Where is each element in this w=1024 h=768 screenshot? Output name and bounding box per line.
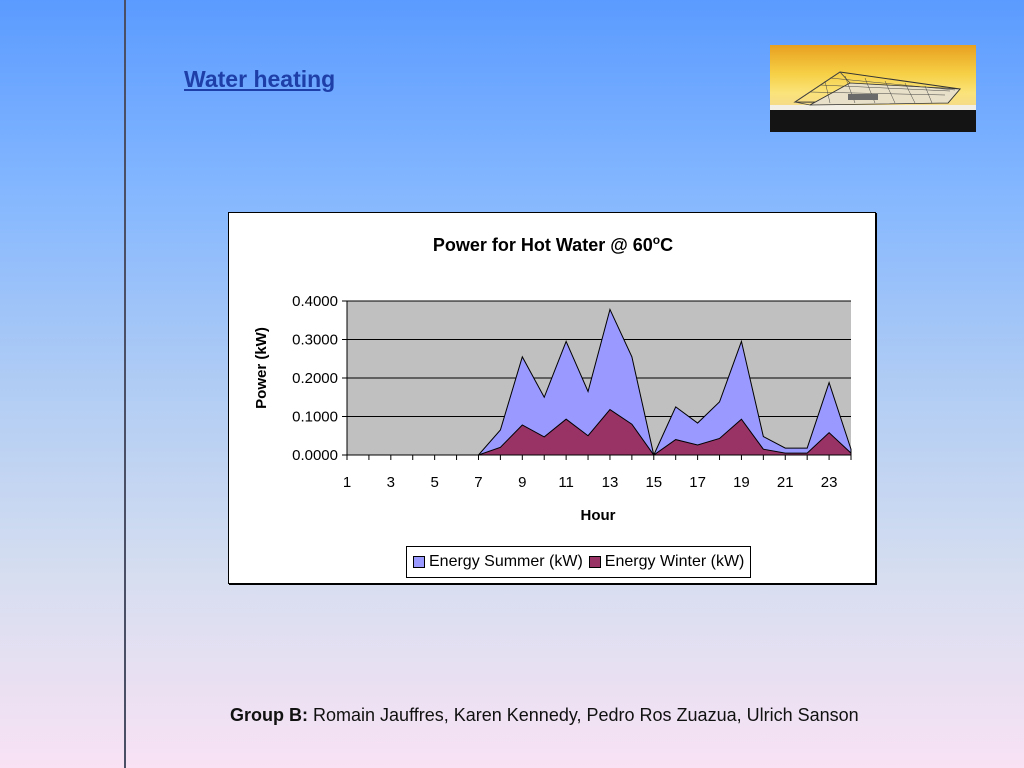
footer-credits: Group B: Romain Jauffres, Karen Kennedy,…	[230, 705, 859, 726]
page-title[interactable]: Water heating	[184, 66, 336, 92]
x-tick-label: 21	[777, 474, 794, 491]
footer-names: Romain Jauffres, Karen Kennedy, Pedro Ro…	[313, 705, 859, 725]
legend-swatch	[413, 556, 425, 568]
legend-item: Energy Summer (kW)	[413, 553, 583, 571]
y-tick-label: 0.1000	[292, 409, 338, 426]
y-tick-label: 0.4000	[292, 293, 338, 310]
x-tick-label: 1	[343, 474, 351, 491]
x-tick-label: 15	[645, 474, 662, 491]
chart-legend: Energy Summer (kW) Energy Winter (kW)	[406, 546, 752, 578]
x-tick-label: 13	[602, 474, 619, 491]
building-logo-image	[770, 45, 976, 132]
chart-title: Power for Hot Water @ 60oC	[433, 233, 673, 255]
x-axis-label: Hour	[581, 507, 616, 524]
footer-group-label: Group B:	[230, 705, 308, 725]
legend-item: Energy Winter (kW)	[588, 553, 745, 571]
x-tick-label: 11	[558, 474, 574, 491]
legend-swatch	[588, 556, 601, 568]
legend-label: Energy Summer (kW)	[429, 553, 583, 570]
x-tick-label: 23	[821, 474, 838, 491]
slide-divider-line	[124, 0, 126, 768]
y-tick-label: 0.3000	[292, 332, 338, 349]
x-tick-label: 5	[430, 474, 438, 491]
x-tick-label: 7	[474, 474, 482, 491]
x-tick-label: 17	[689, 474, 706, 491]
legend-label: Energy Winter (kW)	[604, 553, 745, 570]
y-tick-label: 0.2000	[292, 370, 338, 387]
x-tick-label: 9	[518, 474, 526, 491]
x-tick-label: 19	[733, 474, 750, 491]
area-chart: Power for Hot Water @ 60oC Power (kW) Ho…	[253, 233, 852, 524]
x-tick-label: 3	[387, 474, 395, 491]
y-axis-label: Power (kW)	[253, 327, 270, 409]
y-tick-label: 0.0000	[292, 447, 338, 464]
chart-panel: Power for Hot Water @ 60oC Power (kW) Ho…	[228, 212, 876, 584]
